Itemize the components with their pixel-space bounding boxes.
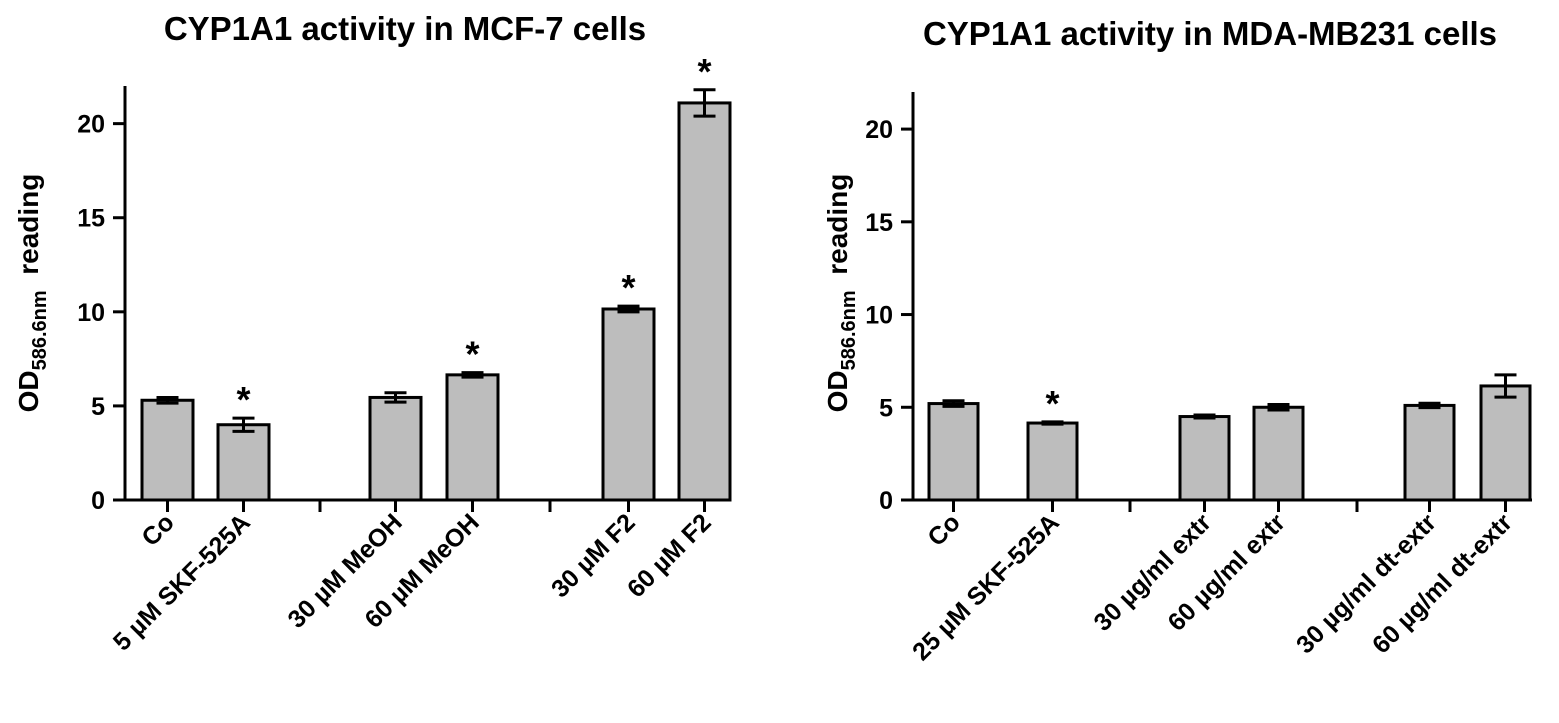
y-axis-label-main: OD [13,370,44,412]
y-tick-label: 20 [77,111,105,139]
bar [368,395,423,502]
chart-panel-1: CYP1A1 activity in MCF-7 cells OD586.6nm … [13,10,732,656]
bar [216,423,271,502]
y-tick-label: 5 [879,394,893,422]
x-tick-label: 30 µg/ml dt-extr [1291,508,1442,659]
bar [927,402,980,502]
chart-title: CYP1A1 activity in MCF-7 cells [164,10,646,47]
chart-panel-2: CYP1A1 activity in MDA-MB231 cells OD586.… [822,15,1532,666]
y-axis-label-main: OD [822,370,853,412]
bar [140,398,195,502]
y-tick-label: 10 [77,299,105,327]
significance-marker: * [465,334,479,375]
y-tick-label: 0 [91,487,105,515]
significance-marker: * [621,267,635,308]
y-tick-label: 20 [865,116,893,144]
y-axis-label-tail: reading [822,174,853,291]
significance-marker: * [697,51,711,92]
y-tick-label: 15 [865,209,893,237]
x-tick-label: Co [136,508,179,551]
bar [1178,415,1231,502]
bar [445,373,500,502]
y-tick-label: 10 [865,302,893,330]
bar [1252,405,1305,502]
significance-marker: * [1045,383,1059,424]
bar [1026,421,1079,502]
y-tick-label: 0 [879,487,893,515]
y-tick-label: 5 [91,393,105,421]
bar [677,101,732,502]
y-axis-label-subscript: 586.6nm [29,290,51,370]
y-axis-label-subscript: 586.6nm [838,290,860,370]
bar [601,307,656,502]
x-tick-label: 60 µg/ml dt-extr [1367,508,1518,659]
bar [1479,384,1532,502]
y-axis-label: OD586.6nm reading [13,174,51,413]
significance-marker: * [236,379,250,420]
y-axis-label: OD586.6nm reading [822,174,860,413]
bar [1403,403,1456,502]
chart-title: CYP1A1 activity in MDA-MB231 cells [923,15,1497,52]
x-tick-label: 60 µM F2 [622,508,717,603]
y-tick-label: 15 [77,205,105,233]
x-tick-label: 5 µM SKF-525A [108,508,256,656]
y-axis-label-tail: reading [13,174,44,291]
x-tick-label: Co [922,508,965,551]
